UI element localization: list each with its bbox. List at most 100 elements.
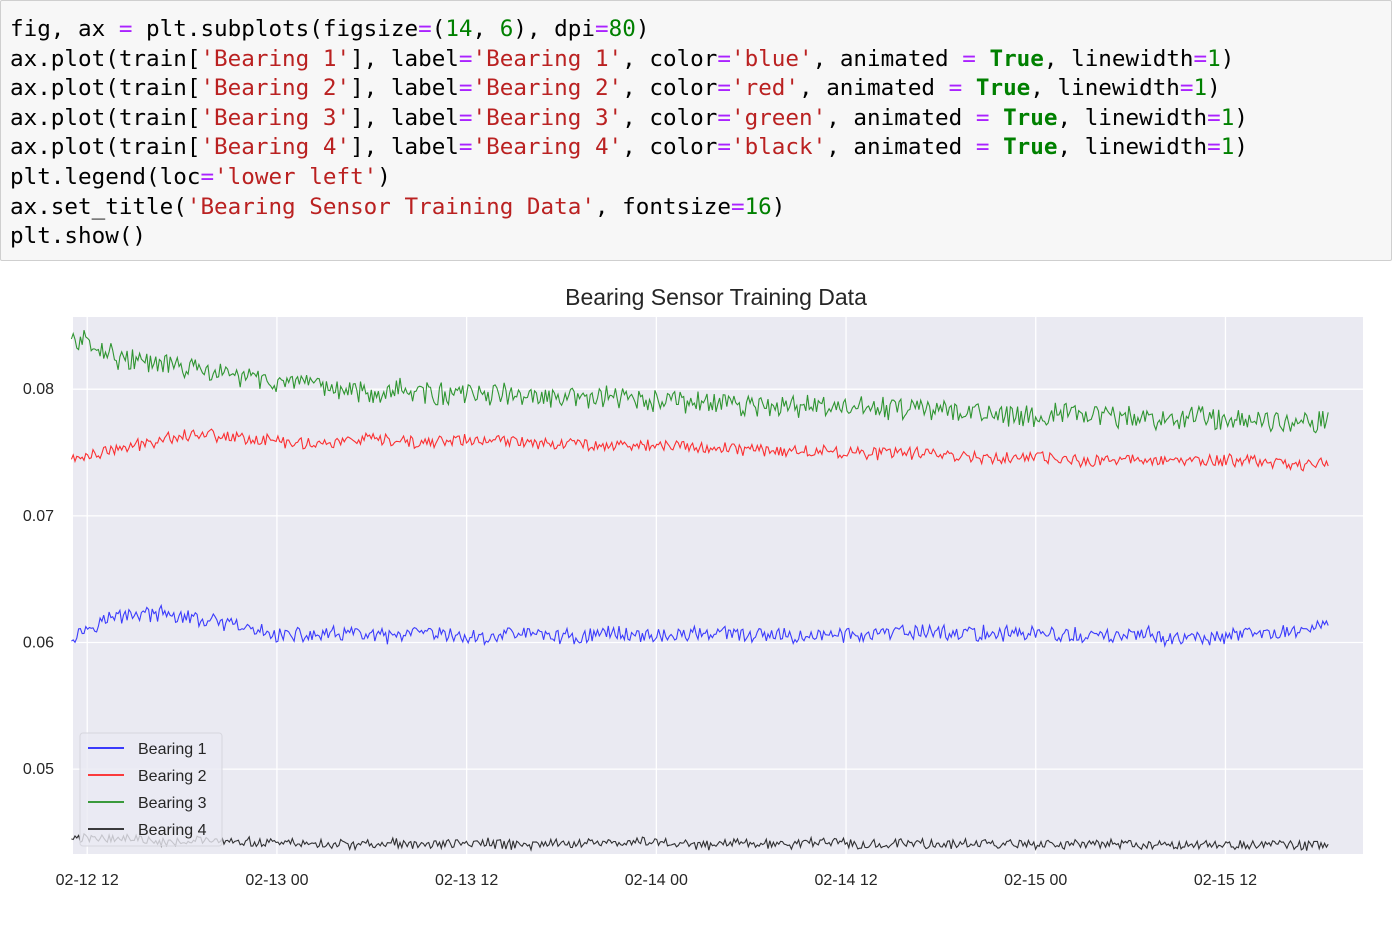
code-line: ax.plot(train['Bearing 3'], label='Beari… [10,104,1391,134]
code-token-txt: , [472,16,500,42]
code-token-str: 'Bearing 2' [472,75,623,102]
code-token-txt: ) [771,193,786,220]
series-line-3 [70,330,1329,434]
code-token-txt: , color [622,134,718,161]
code-line: ax.plot(train['Bearing 2'], label='Beari… [10,74,1391,104]
legend-label: Bearing 3 [138,795,207,812]
code-token-str: 'lower left' [214,163,378,190]
code-token-num: 80 [608,16,636,42]
plot-area [73,317,1363,854]
series-line-1 [71,603,1329,648]
y-tick-label: 0.06 [23,634,54,651]
code-token-op: = [118,16,133,42]
code-token-op: = [458,134,473,161]
code-token-op: = [975,134,990,161]
code-token-txt [989,134,1003,160]
code-token-str: 'Bearing 3' [200,104,351,131]
code-token-txt: , linewidth [1043,45,1194,72]
code-token-op: = [717,75,731,102]
code-token-op: = [962,45,976,72]
chart-svg: Bearing Sensor Training Data 02-12 12 02-… [23,284,1363,889]
x-tick-label: 02-14 12 [814,872,877,889]
code-token-txt: ) [1234,104,1248,131]
code-token-txt: ) [635,16,650,42]
series-line-4 [71,832,1329,852]
code-token-txt: , fontsize [594,193,731,220]
legend-label: Bearing 1 [138,741,207,758]
x-tick-label: 02-15 12 [1194,872,1257,889]
code-token-str: 'Bearing Sensor Training Data' [186,193,595,220]
code-token-op: = [717,45,731,72]
code-token-txt: , color [622,75,718,102]
code-token-num: 16 [744,193,772,220]
code-token-txt: ], label [350,45,459,72]
code-token-txt: ) [1207,75,1221,102]
code-token-txt: , animated [799,75,949,102]
code-token-num: 1 [1220,104,1235,131]
code-token-txt: ax.set_title( [10,193,187,220]
x-tick-label: 02-15 00 [1004,872,1067,889]
code-block: fig, ax = plt.subplots(figsize=(14, 6), … [1,1,1391,252]
y-tick-label: 0.07 [23,508,54,525]
code-cell[interactable]: fig, ax = plt.subplots(figsize=(14, 6), … [0,0,1392,261]
code-token-op: = [1207,134,1221,161]
code-token-txt [962,75,976,101]
code-token-op: = [717,134,731,161]
code-token-op: = [1193,45,1208,72]
code-token-txt: , linewidth [1057,134,1208,161]
code-token-str: 'black' [730,134,827,161]
code-token-txt: , color [622,104,718,131]
code-token-txt: ), dpi [513,16,595,42]
code-token-txt: ], label [350,75,459,102]
legend-box [79,732,223,847]
code-token-txt: plt.legend(loc [10,163,201,190]
code-token-txt: , animated [812,45,963,72]
chart-title: Bearing Sensor Training Data [565,284,867,310]
code-token-txt [976,46,990,72]
code-token-num: 1 [1193,75,1208,102]
code-token-num: 1 [1207,45,1221,72]
code-token-op: = [717,104,731,131]
code-token-str: 'Bearing 2' [200,75,351,102]
y-tick-label: 0.08 [23,381,54,398]
legend-label: Bearing 4 [138,822,207,839]
code-token-kw: True [989,45,1044,72]
code-token-txt: ], label [350,134,459,161]
code-token-op: = [1179,75,1194,102]
code-token-txt: , color [622,45,718,72]
x-tick-labels: 02-12 12 02-13 00 02-13 12 02-14 00 02-14 12… [56,872,1258,889]
code-token-str: 'green' [730,104,827,131]
code-token-txt: , animated [826,134,976,161]
code-token-txt: , linewidth [1057,104,1208,131]
grid-lines [73,317,1363,854]
code-token-op: = [1207,104,1221,131]
code-token-num: 6 [499,16,514,42]
code-token-op: = [458,45,473,72]
code-token-op: = [975,104,990,131]
code-token-kw: True [1003,104,1058,131]
code-token-op: = [948,75,963,102]
code-token-kw: True [1003,134,1058,161]
code-token-str: 'red' [730,75,799,102]
code-token-txt: ax.plot(train[ [10,134,201,161]
code-token-txt: plt.subplots(figsize [132,16,419,42]
x-tick-label: 02-13 12 [435,872,498,889]
code-token-str: 'Bearing 1' [200,45,351,72]
code-token-txt: fig, ax [10,16,119,42]
code-token-txt: ) [1220,45,1235,72]
code-token-num: 1 [1220,134,1235,161]
code-line: ax.plot(train['Bearing 1'], label='Beari… [10,45,1391,75]
code-token-op: = [594,16,609,42]
y-tick-labels: 0.05 0.06 0.07 0.08 [23,381,54,778]
x-tick-label: 02-13 00 [245,872,308,889]
code-token-txt: ax.plot(train[ [10,45,201,72]
chart: Bearing Sensor Training Data 02-12 12 02-… [0,270,1400,930]
code-token-kw: True [975,75,1031,102]
code-token-op: = [730,193,745,220]
code-token-txt: ) [1234,134,1248,161]
legend: Bearing 1 Bearing 2 Bearing 3 Bearing 4 [79,732,223,847]
code-line: ax.plot(train['Bearing 4'], label='Beari… [10,133,1391,163]
code-token-txt: ) [377,163,391,190]
y-tick-label: 0.05 [23,761,54,778]
code-line: plt.legend(loc='lower left') [10,163,1391,193]
